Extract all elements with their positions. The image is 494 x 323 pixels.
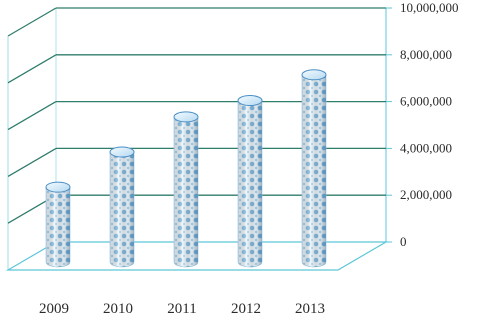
bar-shading bbox=[46, 187, 70, 267]
bar-2010 bbox=[109, 146, 135, 268]
y-tick-label: 8,000,000 bbox=[400, 47, 452, 62]
bar-top bbox=[301, 69, 327, 81]
bar-top bbox=[237, 95, 263, 107]
y-tick-label: 4,000,000 bbox=[400, 140, 452, 155]
gridline-side bbox=[7, 54, 57, 84]
gridline-side bbox=[7, 101, 57, 131]
y-tick-label: 6,000,000 bbox=[400, 94, 452, 109]
x-tick-label: 2012 bbox=[231, 301, 261, 317]
bar-2012 bbox=[237, 95, 263, 268]
labels-layer: 0 2,000,000 4,000,000 6,000,000 8,000,000 10,… bbox=[39, 0, 459, 317]
gridline-side bbox=[7, 147, 57, 177]
bar-top bbox=[109, 146, 135, 158]
bar-2013 bbox=[301, 69, 327, 268]
bar-top bbox=[173, 111, 199, 123]
x-tick-label: 2011 bbox=[167, 301, 196, 317]
x-tick-label: 2009 bbox=[39, 301, 69, 317]
y-tick-label: 0 bbox=[400, 234, 407, 249]
y-tick-label: 10,000,000 bbox=[400, 0, 459, 15]
gridline-side bbox=[7, 7, 57, 37]
bar-top bbox=[45, 181, 71, 193]
bar-2011 bbox=[173, 111, 199, 268]
y-tick-label: 2,000,000 bbox=[400, 187, 452, 202]
bar-shading bbox=[110, 152, 134, 267]
bar-shading bbox=[302, 74, 326, 267]
x-tick-label: 2010 bbox=[103, 301, 133, 317]
bar-shading bbox=[174, 116, 198, 267]
bar-shading bbox=[238, 100, 262, 267]
x-tick-label: 2013 bbox=[295, 301, 325, 317]
bar-2009 bbox=[45, 181, 71, 268]
bars-layer bbox=[45, 69, 327, 268]
